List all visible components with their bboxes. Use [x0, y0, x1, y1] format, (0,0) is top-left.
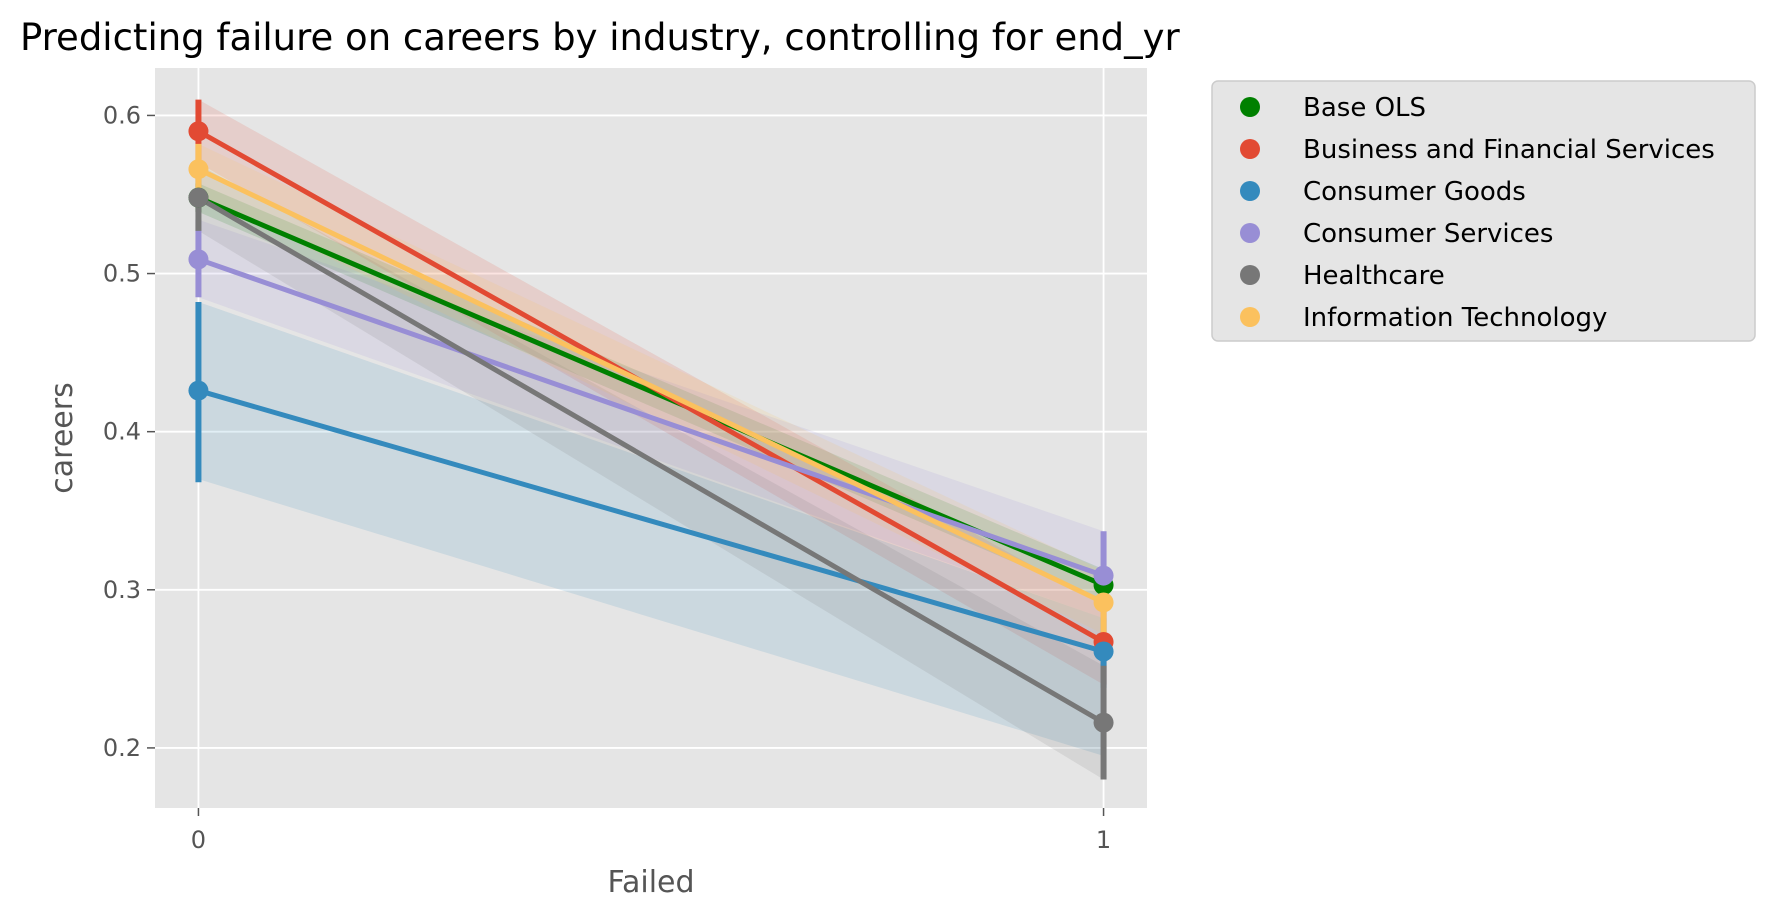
- legend-marker: [1240, 139, 1260, 159]
- y-tick-label: 0.5: [103, 260, 141, 288]
- confidence-band: [198, 302, 1104, 756]
- y-axis-label: careers: [45, 382, 80, 493]
- series-line: [195, 388, 1107, 654]
- series-line: [195, 195, 1107, 726]
- series-lines: [195, 128, 1107, 726]
- data-point: [1093, 565, 1114, 586]
- legend: Base OLS Business and Financial Services C…: [1211, 80, 1756, 342]
- data-point: [188, 380, 209, 401]
- y-tick-label: 0.6: [103, 101, 141, 129]
- data-point: [1093, 712, 1114, 733]
- legend-entry: Consumer Goods: [1303, 177, 1526, 207]
- series-line: [195, 256, 1107, 579]
- data-point: [1093, 592, 1114, 613]
- x-axis-label: Failed: [607, 865, 694, 900]
- data-point: [188, 159, 209, 180]
- legend-marker: [1240, 181, 1260, 201]
- data-point: [1093, 641, 1114, 662]
- plot-background: [155, 68, 1147, 808]
- data-point: [188, 249, 209, 270]
- series-points: [188, 121, 1114, 733]
- data-point: [188, 121, 209, 142]
- legend-marker: [1240, 223, 1260, 243]
- chart-title: Predicting failure on careers by industr…: [20, 16, 1181, 59]
- data-point: [188, 187, 209, 208]
- legend-marker: [1240, 265, 1260, 285]
- y-tick-label: 0.4: [103, 418, 141, 446]
- x-tick-label: 0: [191, 826, 206, 854]
- legend-marker: [1240, 97, 1260, 117]
- legend-entry: Healthcare: [1303, 261, 1445, 291]
- legend-entry: Business and Financial Services: [1303, 135, 1715, 165]
- legend-entry: Consumer Services: [1303, 219, 1553, 249]
- x-tick-label: 1: [1096, 826, 1111, 854]
- series-line: [195, 166, 1107, 605]
- legend-entry: Base OLS: [1303, 93, 1426, 123]
- legend-box: [1211, 80, 1756, 342]
- y-tick-label: 0.2: [103, 734, 141, 762]
- y-tick-label: 0.3: [103, 576, 141, 604]
- legend-entry: Information Technology: [1303, 303, 1607, 333]
- legend-marker: [1240, 307, 1260, 327]
- confidence-band: [198, 164, 1104, 780]
- axis-ticks: 0.2 0.3 0.4 0.5 0.6 0 1: [103, 101, 1111, 854]
